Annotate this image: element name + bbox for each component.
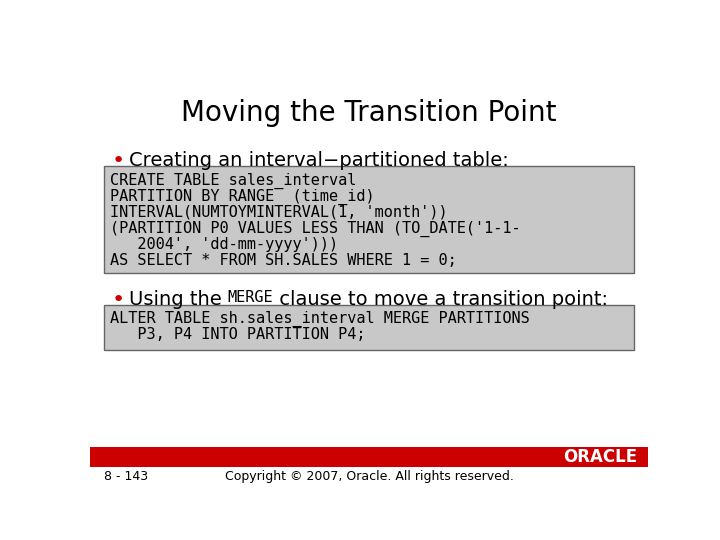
Text: Copyright © 2007, Oracle. All rights reserved.: Copyright © 2007, Oracle. All rights res… (225, 470, 513, 483)
Text: 8 - 143: 8 - 143 (104, 470, 148, 483)
Text: ALTER TABLE sh.sales_interval MERGE PARTITIONS: ALTER TABLE sh.sales_interval MERGE PART… (110, 311, 530, 327)
Text: Using the: Using the (129, 289, 228, 309)
Bar (90, 447, 648, 467)
Text: INTERVAL(NUMTOYMINTERVAL(1, 'month')): INTERVAL(NUMTOYMINTERVAL(1, 'month')) (110, 205, 448, 220)
Text: clause to move a transition point:: clause to move a transition point: (274, 289, 608, 309)
Text: (PARTITION P0 VALUES LESS THAN (TO_DATE('1-1-: (PARTITION P0 VALUES LESS THAN (TO_DATE(… (110, 221, 521, 237)
Text: Moving the Transition Point: Moving the Transition Point (181, 99, 557, 127)
Text: P3, P4 INTO PARTITION P4;: P3, P4 INTO PARTITION P4; (110, 327, 366, 342)
Text: •: • (112, 289, 125, 309)
FancyBboxPatch shape (104, 305, 634, 350)
Text: CREATE TABLE sales_interval: CREATE TABLE sales_interval (110, 173, 356, 189)
Text: PARTITION BY RANGE  (time_id): PARTITION BY RANGE (time_id) (110, 189, 375, 205)
Text: •: • (112, 151, 125, 171)
Text: MERGE: MERGE (228, 289, 274, 305)
Text: Creating an interval−partitioned table:: Creating an interval−partitioned table: (129, 151, 508, 170)
Text: 2004', 'dd-mm-yyyy'))): 2004', 'dd-mm-yyyy'))) (110, 237, 338, 252)
Text: ORACLE: ORACLE (563, 448, 637, 465)
Text: AS SELECT * FROM SH.SALES WHERE 1 = 0;: AS SELECT * FROM SH.SALES WHERE 1 = 0; (110, 253, 457, 268)
FancyBboxPatch shape (104, 166, 634, 273)
